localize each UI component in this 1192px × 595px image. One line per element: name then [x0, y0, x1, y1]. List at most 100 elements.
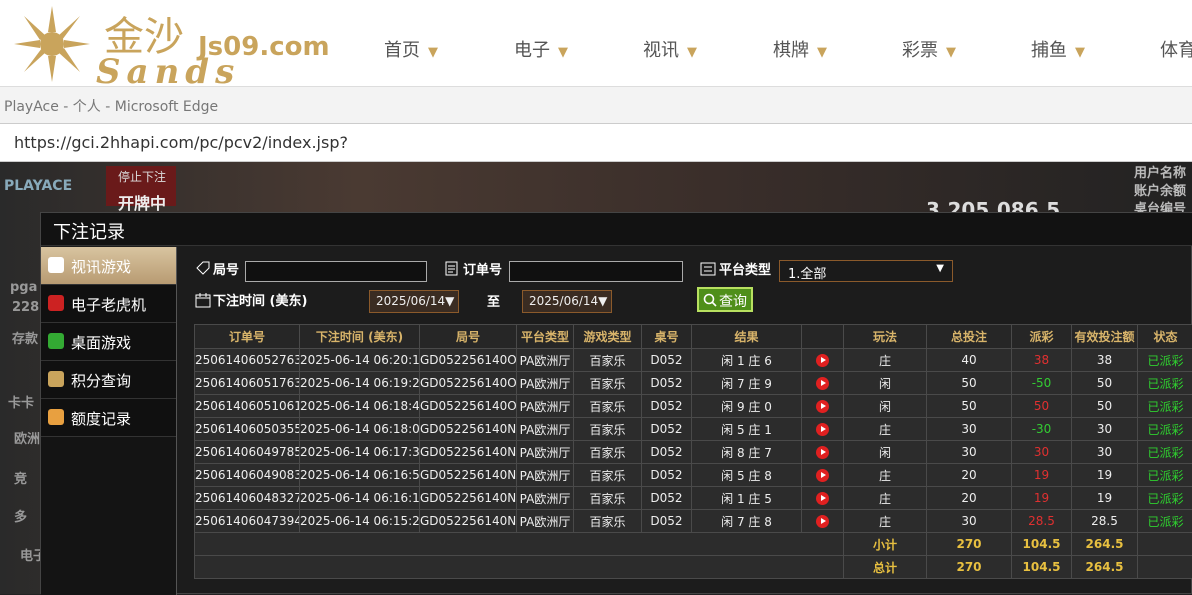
cell: 闲 7 庄 9	[692, 372, 802, 395]
play-icon	[816, 515, 829, 528]
phase: 开牌中	[118, 190, 166, 214]
cell: 已派彩	[1138, 395, 1192, 418]
cell: 19	[1072, 487, 1138, 510]
nav-chevron: ▼	[1075, 45, 1085, 60]
side-text: 存款	[12, 328, 38, 347]
nav-text: 捕鱼	[1031, 40, 1067, 61]
cell: 50	[1072, 372, 1138, 395]
search-button[interactable]: 查询	[697, 287, 753, 312]
cell: PA欧洲厅	[517, 349, 574, 372]
nav-item[interactable]: 捕鱼 ▼	[1031, 36, 1085, 62]
info-label: 账户余额	[1134, 180, 1186, 199]
cell: D052	[642, 464, 692, 487]
cell: GD052256140NY	[420, 441, 517, 464]
platform-select[interactable]: 1.全部▼	[779, 260, 953, 282]
video-cell[interactable]	[802, 464, 844, 487]
cell: 闲 5 庄 1	[692, 418, 802, 441]
play-icon	[816, 446, 829, 459]
menu-item[interactable]: 额度记录	[41, 399, 176, 437]
video-cell[interactable]	[802, 441, 844, 464]
cell: 闲 9 庄 0	[692, 395, 802, 418]
play-icon	[816, 469, 829, 482]
play-icon	[816, 492, 829, 505]
cell: 庄	[844, 418, 927, 441]
menu-item[interactable]: 视讯游戏	[41, 247, 176, 285]
cell: 30	[927, 418, 1012, 441]
date-to[interactable]: 2025/06/14▼	[522, 290, 612, 313]
cell: 250614060510613	[195, 395, 300, 418]
window-title: PlayAce - 个人 - Microsoft Edge	[0, 86, 1192, 123]
cell: 2025-06-14 06:15:20	[300, 510, 420, 533]
column-header: 有效投注额	[1072, 325, 1138, 349]
cell: 38	[1072, 349, 1138, 372]
column-header: 订单号	[195, 325, 300, 349]
order-input[interactable]	[509, 261, 683, 282]
sum-label: 总计	[844, 556, 927, 579]
video-cell[interactable]	[802, 395, 844, 418]
nav-text: 棋牌	[773, 40, 809, 61]
nav-item[interactable]: 电子▼	[514, 36, 568, 62]
cell: 2025-06-14 06:19:23	[300, 372, 420, 395]
round-label: 局号	[213, 259, 239, 278]
cell: D052	[642, 418, 692, 441]
video-cell[interactable]	[802, 372, 844, 395]
cell: 百家乐	[574, 372, 642, 395]
cell: 百家乐	[574, 510, 642, 533]
list-icon	[700, 261, 716, 277]
cell: 50	[927, 372, 1012, 395]
column-header: 派彩	[1012, 325, 1072, 349]
blank	[195, 533, 844, 556]
calendar-icon	[195, 292, 211, 308]
menu-item[interactable]: 电子老虎机	[41, 285, 176, 323]
cell: 已派彩	[1138, 464, 1192, 487]
video-cell[interactable]	[802, 487, 844, 510]
cell: D052	[642, 487, 692, 510]
cell: 2025-06-14 06:20:18	[300, 349, 420, 372]
round-input[interactable]	[245, 261, 427, 282]
cell: GD052256140O0	[420, 395, 517, 418]
time-label: 下注时间 (美东)	[213, 290, 307, 309]
cell: PA欧洲厅	[517, 372, 574, 395]
video-cell[interactable]	[802, 349, 844, 372]
date-from[interactable]: 2025/06/14▼	[369, 290, 459, 313]
video-cell[interactable]	[802, 510, 844, 533]
menu-item[interactable]: 积分查询	[41, 361, 176, 399]
status: 停止下注	[118, 168, 166, 185]
nav-item[interactable]: 体育	[1160, 36, 1192, 62]
address-bar[interactable]: https://gci.2hhapi.com/pc/pcv2/index.jsp…	[0, 123, 1192, 162]
header-row: 订单号下注时间 (美东)局号平台类型游戏类型桌号结果玩法总投注派彩有效投注额状态	[195, 325, 1192, 349]
cell: 40	[927, 349, 1012, 372]
nav-item[interactable]: 视讯▼	[643, 36, 697, 62]
cell: 50	[927, 395, 1012, 418]
cell: -30	[1012, 418, 1072, 441]
nav-item[interactable]: 棋牌▼	[773, 36, 827, 62]
nav-chevron: ▼	[428, 45, 438, 60]
cell: GD052256140O1	[420, 372, 517, 395]
menu-text: 视讯游戏	[71, 258, 131, 276]
sum-valid: 264.5	[1072, 533, 1138, 556]
cell: 2025-06-14 06:16:14	[300, 487, 420, 510]
nav-item[interactable]: 彩票▼	[902, 36, 956, 62]
cell: 19	[1072, 464, 1138, 487]
menu-item[interactable]: 桌面游戏	[41, 323, 176, 361]
cell: D052	[642, 349, 692, 372]
logo-en: Sands	[96, 52, 240, 86]
side-text: 卡卡	[8, 392, 34, 411]
play-icon	[816, 354, 829, 367]
cell: 250614060497854	[195, 441, 300, 464]
cell: -50	[1012, 372, 1072, 395]
cell: 已派彩	[1138, 349, 1192, 372]
video-cell[interactable]	[802, 418, 844, 441]
cell: 250614060473945	[195, 510, 300, 533]
cell: 250614060483274	[195, 487, 300, 510]
sum-bet: 270	[927, 533, 1012, 556]
cell: GD052256140NZ	[420, 418, 517, 441]
play-icon	[816, 400, 829, 413]
menu-text: 电子老虎机	[71, 296, 146, 314]
cell: 250614060527637	[195, 349, 300, 372]
nav-item[interactable]: 首页▼	[384, 36, 438, 62]
